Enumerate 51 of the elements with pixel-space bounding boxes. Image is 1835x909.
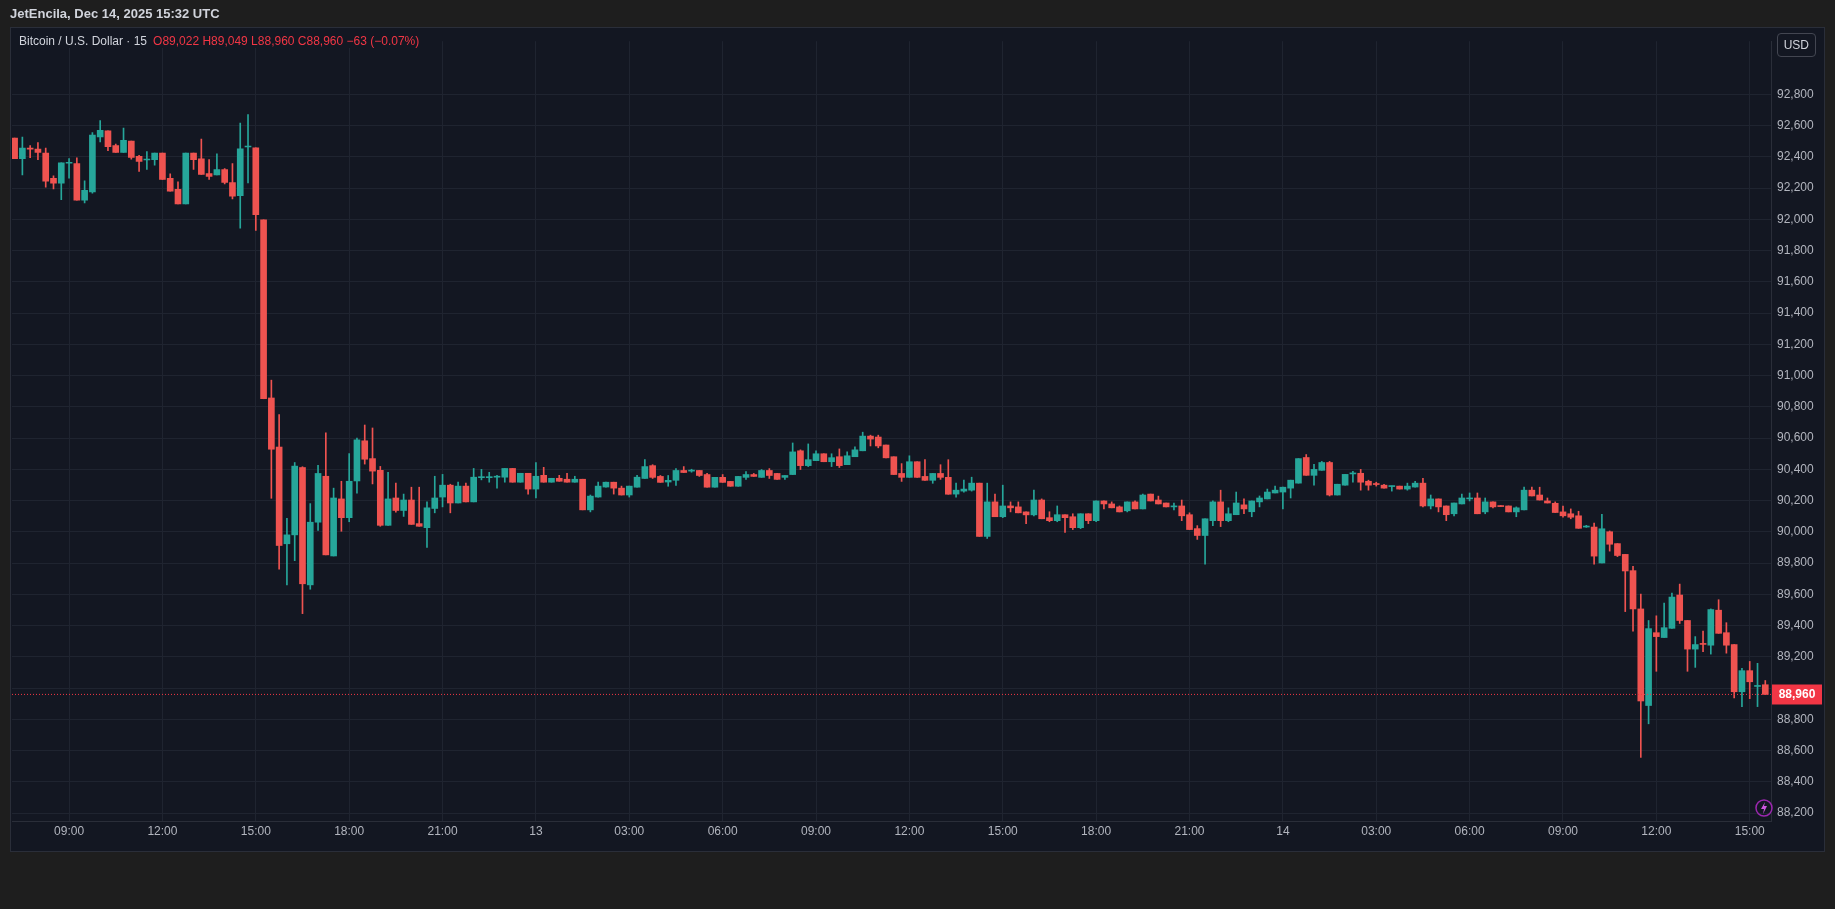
y-axis-title: USD xyxy=(1776,33,1816,57)
text: JetEncila, Dec 14, 2025 15:32 UTC xyxy=(10,6,220,21)
y-tick-label: 88,400 xyxy=(1777,774,1815,789)
candlestick xyxy=(34,142,42,160)
x-tick-label: 09:00 xyxy=(1547,823,1579,838)
x-tick-label: 03:00 xyxy=(1361,823,1392,838)
y-tick-label: 91,800 xyxy=(1777,242,1815,257)
x-tick-label: 18:00 xyxy=(1081,823,1112,838)
x-tick-label: 14 xyxy=(1276,823,1290,838)
y-tick-label: 89,400 xyxy=(1777,617,1815,632)
y-tick-label: 90,600 xyxy=(1777,430,1815,445)
x-tick-label: 15:00 xyxy=(240,823,272,838)
x-tick-label: 13 xyxy=(529,823,543,838)
x-tick-label: 21:00 xyxy=(427,823,458,838)
x-tick-label: 12:00 xyxy=(894,823,925,838)
y-tick-label: 91,200 xyxy=(1777,336,1815,351)
candlestick xyxy=(1691,636,1699,668)
x-tick-label: 12:00 xyxy=(147,823,178,838)
annotation: O89,022 H89,049 L88,960 C88,960 −63 (−0.07%) xyxy=(153,34,420,48)
y-tick-label: 91,000 xyxy=(1777,367,1815,382)
y-tick-label: 92,600 xyxy=(1777,117,1815,132)
candlestick xyxy=(1699,630,1707,653)
y-tick-label: 92,400 xyxy=(1777,149,1815,164)
y-tick-label: 88,600 xyxy=(1777,742,1815,757)
x-tick-label: 12:00 xyxy=(1641,823,1672,838)
y-tick-label: 90,200 xyxy=(1777,492,1815,507)
x-tick-label: 15:00 xyxy=(1734,823,1766,838)
x-tick-label: 15:00 xyxy=(987,823,1019,838)
y-tick-label: 89,800 xyxy=(1777,555,1815,570)
y-tick-label: 92,800 xyxy=(1777,86,1815,101)
x-tick-label: 06:00 xyxy=(1454,823,1485,838)
x-tick-label: 18:00 xyxy=(334,823,365,838)
y-tick-label: 92,200 xyxy=(1777,180,1815,195)
y-tick-label: 91,600 xyxy=(1777,274,1815,289)
y-tick-label: 88,200 xyxy=(1777,805,1815,820)
chart-title: Bitcoin / U.S. Dollar · 15 xyxy=(19,34,148,48)
x-tick-label: 09:00 xyxy=(801,823,832,838)
y-tick-label: 91,400 xyxy=(1777,305,1815,320)
x-tick-label: 21:00 xyxy=(1174,823,1205,838)
y-tick-label: 90,000 xyxy=(1777,524,1815,539)
y-tick-label: 92,000 xyxy=(1777,211,1815,226)
y-tick-label: 90,400 xyxy=(1777,461,1815,476)
y-tick-label: 89,200 xyxy=(1777,649,1815,664)
y-tick-label: 90,800 xyxy=(1777,399,1815,414)
x-tick-label: 09:00 xyxy=(54,823,85,838)
ref-line-label: 88,960 xyxy=(1778,686,1816,701)
x-tick-label: 03:00 xyxy=(614,823,645,838)
y-tick-label: 89,600 xyxy=(1777,586,1815,601)
candlestick xyxy=(26,145,34,159)
x-tick-label: 06:00 xyxy=(707,823,738,838)
y-tick-label: 88,800 xyxy=(1777,711,1815,726)
